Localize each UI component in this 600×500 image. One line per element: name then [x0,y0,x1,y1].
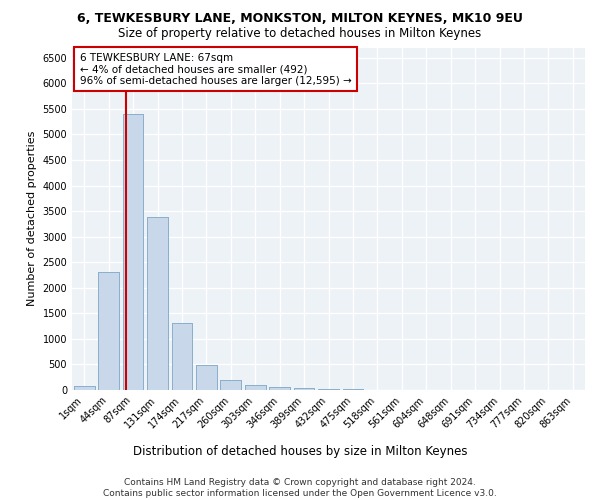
Bar [269,387,290,390]
Bar [172,322,193,390]
Bar [98,272,119,390]
Y-axis label: Number of detached properties: Number of detached properties [27,131,37,306]
Text: Size of property relative to detached houses in Milton Keynes: Size of property relative to detached ho… [118,28,482,40]
Bar [245,386,266,390]
Bar [220,380,241,390]
Bar [318,388,339,390]
Bar [196,365,217,390]
Bar [318,388,339,390]
Bar [293,388,314,390]
Text: 6, TEWKESBURY LANE, MONKSTON, MILTON KEYNES, MK10 9EU: 6, TEWKESBURY LANE, MONKSTON, MILTON KEY… [77,12,523,26]
Bar [74,386,95,390]
Text: Distribution of detached houses by size in Milton Keynes: Distribution of detached houses by size … [133,444,467,458]
Text: 6 TEWKESBURY LANE: 67sqm
← 4% of detached houses are smaller (492)
96% of semi-d: 6 TEWKESBURY LANE: 67sqm ← 4% of detache… [80,52,352,86]
Bar [269,387,290,390]
Bar [172,322,193,390]
Bar [122,114,143,390]
Bar [122,114,143,390]
Bar [343,389,364,390]
Bar [245,386,266,390]
Bar [220,380,241,390]
Bar [98,272,119,390]
Bar [147,217,168,390]
Bar [293,388,314,390]
Bar [147,217,168,390]
Bar [196,365,217,390]
Bar [74,386,95,390]
Bar [343,389,364,390]
Text: Contains HM Land Registry data © Crown copyright and database right 2024.
Contai: Contains HM Land Registry data © Crown c… [103,478,497,498]
